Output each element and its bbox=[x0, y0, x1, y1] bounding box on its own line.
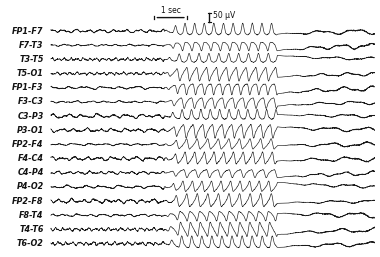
Text: F4-C4: F4-C4 bbox=[18, 154, 44, 163]
Text: FP2-F4: FP2-F4 bbox=[12, 140, 44, 149]
Text: T3-T5: T3-T5 bbox=[19, 55, 44, 64]
Text: C4-P4: C4-P4 bbox=[17, 168, 44, 177]
Text: FP2-F8: FP2-F8 bbox=[12, 197, 44, 206]
Text: C3-P3: C3-P3 bbox=[17, 112, 44, 121]
Text: 1 sec: 1 sec bbox=[161, 6, 180, 15]
Text: F7-T3: F7-T3 bbox=[19, 41, 44, 50]
Text: F8-T4: F8-T4 bbox=[19, 211, 44, 220]
Text: T5-O1: T5-O1 bbox=[17, 69, 44, 78]
Text: FP1-F3: FP1-F3 bbox=[12, 83, 44, 92]
Text: 50 μV: 50 μV bbox=[214, 11, 236, 20]
Text: P3-O1: P3-O1 bbox=[16, 126, 44, 135]
Text: T4-T6: T4-T6 bbox=[19, 225, 44, 234]
Text: F3-C3: F3-C3 bbox=[18, 97, 44, 106]
Text: P4-O2: P4-O2 bbox=[16, 182, 44, 191]
Text: FP1-F7: FP1-F7 bbox=[12, 26, 44, 35]
Text: T6-O2: T6-O2 bbox=[17, 239, 44, 248]
